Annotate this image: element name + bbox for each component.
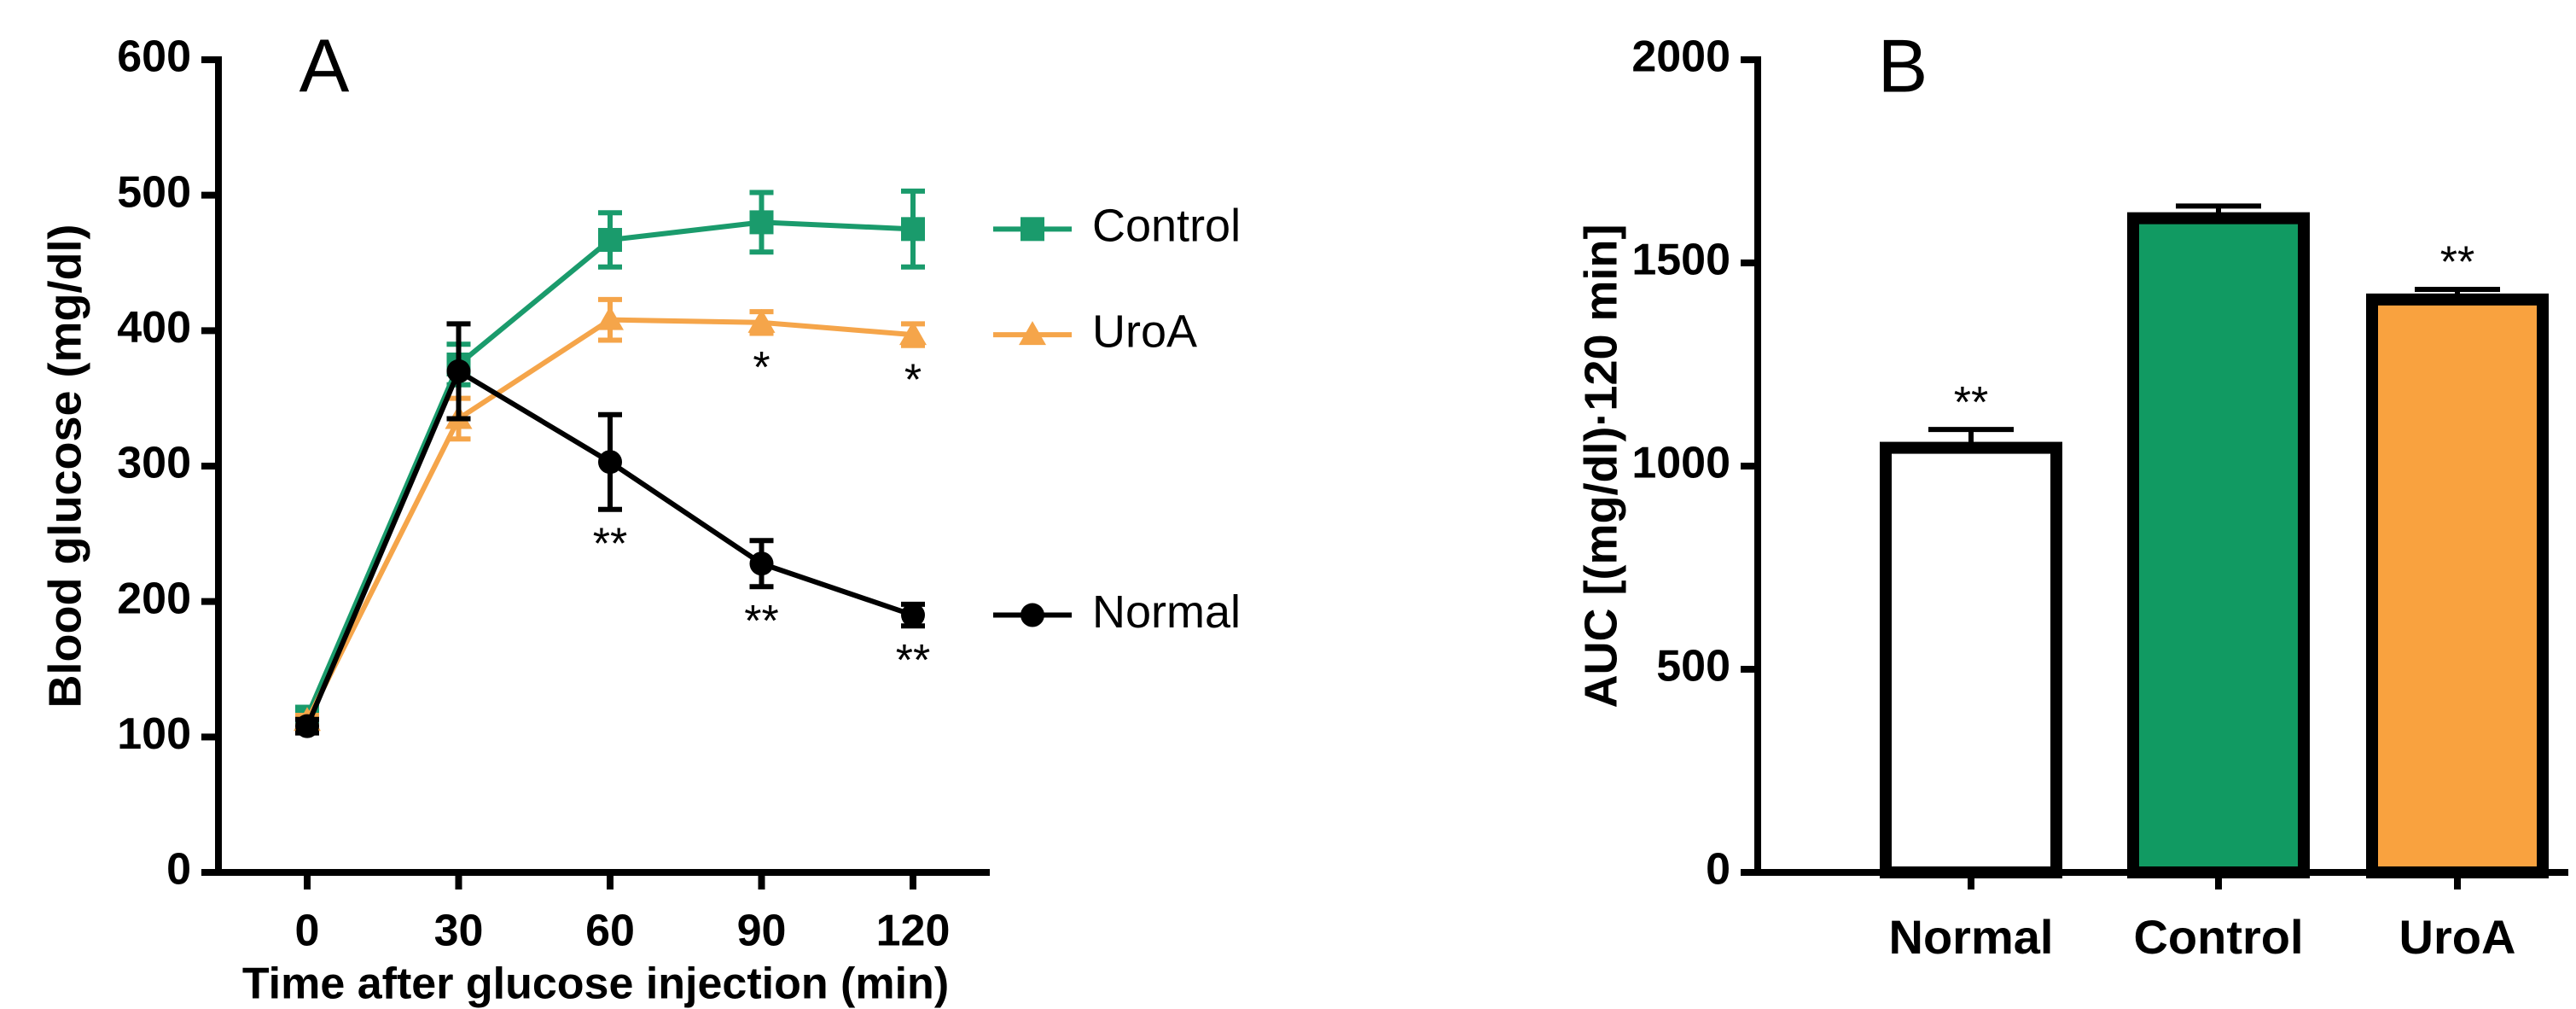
legend-marker	[1019, 321, 1046, 346]
y-tick-label: 1500	[1631, 236, 1730, 285]
marker	[901, 217, 925, 242]
marker	[598, 228, 622, 253]
legend-marker	[1021, 217, 1044, 242]
legend-marker	[1021, 603, 1044, 627]
significance: **	[1954, 378, 1988, 428]
bar	[2127, 212, 2310, 878]
marker	[596, 306, 624, 330]
y-tick-label: 200	[117, 574, 191, 623]
y-tick-label: 500	[1656, 642, 1730, 691]
y-tick-label: 0	[166, 845, 191, 895]
significance: **	[744, 597, 778, 646]
marker	[446, 359, 471, 383]
marker	[901, 603, 925, 627]
x-tick-label: 60	[585, 907, 635, 956]
x-tick-label: Normal	[1889, 910, 2054, 964]
y-tick-label: 600	[117, 32, 191, 82]
significance: **	[2440, 238, 2474, 288]
marker	[598, 450, 622, 475]
x-tick-label: UroA	[2399, 910, 2516, 964]
x-tick-label: Control	[2133, 910, 2303, 964]
legend-label: Control	[1092, 201, 1241, 252]
y-axis-label: AUC [(mg/dl)·120 min]	[1575, 225, 1626, 709]
x-tick-label: 0	[295, 907, 320, 956]
x-axis-label: Time after glucose injection (min)	[242, 959, 949, 1009]
marker	[899, 321, 927, 346]
significance: *	[753, 343, 770, 393]
y-tick-label: 400	[117, 303, 191, 353]
y-tick-label: 300	[117, 439, 191, 488]
bar	[2366, 293, 2549, 878]
marker	[747, 308, 776, 333]
y-tick-label: 1000	[1631, 439, 1730, 488]
significance: **	[896, 636, 930, 685]
significance: **	[593, 520, 627, 569]
y-tick-label: 2000	[1631, 32, 1730, 82]
x-tick-label: 120	[876, 907, 951, 956]
significance: *	[904, 356, 922, 405]
x-tick-label: 30	[434, 907, 484, 956]
y-tick-label: 0	[1706, 845, 1730, 895]
y-tick-label: 500	[117, 167, 191, 217]
marker	[749, 551, 774, 576]
x-tick-label: 90	[737, 907, 787, 956]
bar	[1880, 441, 2062, 879]
panel-label: B	[1878, 23, 1928, 108]
legend-label: Normal	[1092, 586, 1241, 638]
legend-label: UroA	[1092, 306, 1197, 357]
panel-label: A	[299, 23, 350, 108]
marker	[295, 714, 319, 738]
y-axis-label: Blood glucose (mg/dl)	[39, 225, 90, 709]
y-tick-label: 100	[117, 709, 191, 759]
marker	[749, 210, 774, 235]
